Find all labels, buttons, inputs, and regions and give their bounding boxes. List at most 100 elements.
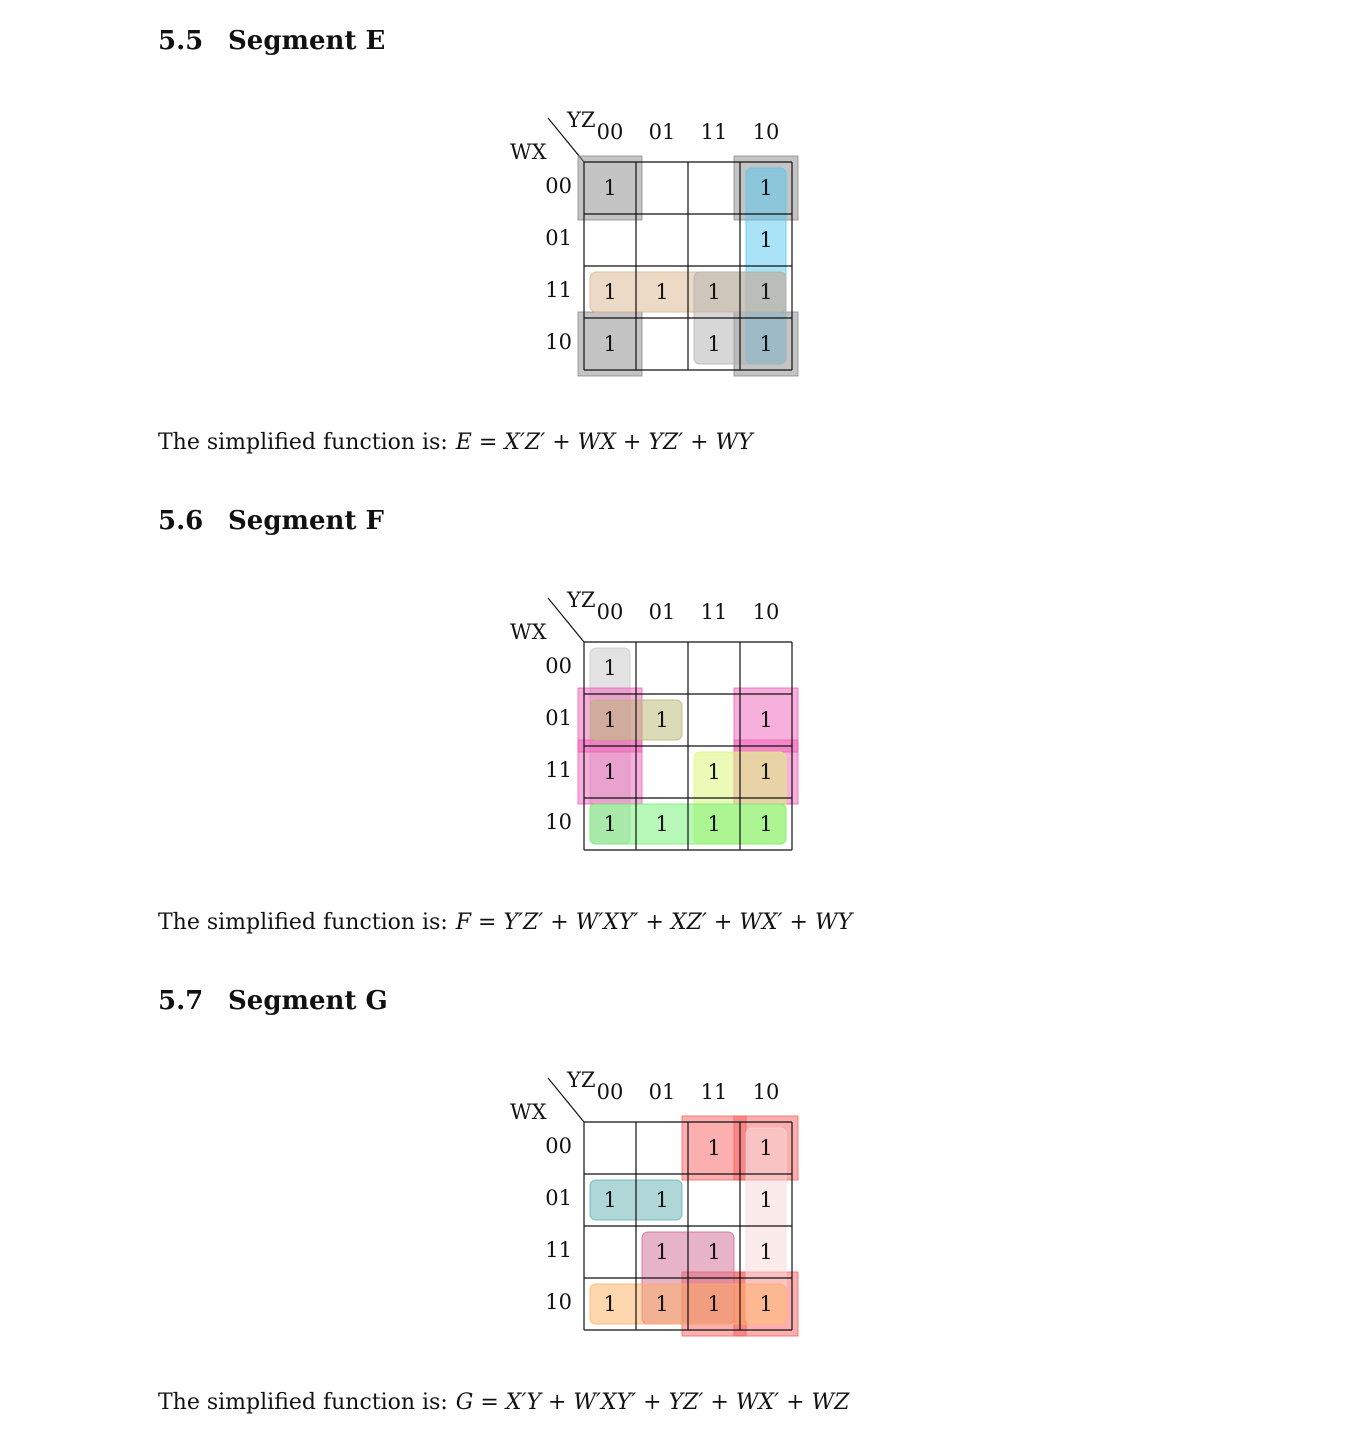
kmap-cell: 1 — [603, 812, 617, 836]
kmap-cell — [688, 214, 740, 266]
column-header: 10 — [752, 120, 780, 144]
kmap-cell: 1 — [759, 812, 773, 836]
row-variable-label: WX — [510, 140, 547, 164]
kmap-segment-g: YZ WX 00 01 11 10 00 01 11 10 1 1 1 1 1 1 1 1 1 1 1 1 — [500, 1068, 820, 1360]
kmap-cell: 1 — [603, 708, 617, 732]
result-prefix: The simplified function is: — [158, 1390, 448, 1415]
simplified-function-f: The simplified function is: F = Y′Z′ + W′… — [158, 910, 852, 935]
section-number: 5.6 — [158, 506, 204, 536]
kmap-cell — [584, 1226, 636, 1278]
kmap-graphics — [547, 597, 799, 851]
row-header: 10 — [545, 330, 572, 354]
result-expression: E = X′Z′ + WX + YZ′ + WY — [455, 430, 753, 455]
kmap-cell: 1 — [603, 280, 617, 304]
result-expression: F = Y′Z′ + W′XY′ + XZ′ + WX′ + WY — [455, 910, 853, 935]
kmap-cell: 1 — [759, 708, 773, 732]
kmap-cell — [688, 642, 740, 694]
section-heading-5-5: 5.5 Segment E — [158, 26, 385, 56]
kmap-cell: 1 — [759, 280, 773, 304]
kmap-cell — [584, 214, 636, 266]
column-header: 01 — [648, 120, 676, 144]
column-header: 00 — [596, 1080, 624, 1104]
kmap-group-1-part-2 — [577, 739, 643, 805]
kmap-cell: 1 — [759, 332, 773, 356]
column-header: 11 — [700, 120, 728, 144]
kmap-cell — [636, 162, 688, 214]
kmap-cell: 1 — [655, 1240, 669, 1264]
kmap-graphics — [547, 1077, 799, 1337]
kmap-cell — [636, 1122, 688, 1174]
kmap-cell — [688, 1174, 740, 1226]
row-header: 01 — [545, 706, 572, 730]
kmap-cell — [688, 694, 740, 746]
kmap-cell: 1 — [603, 656, 617, 680]
kmap-cell: 1 — [655, 1188, 669, 1212]
row-header: 11 — [545, 278, 572, 302]
column-header: 10 — [752, 600, 780, 624]
column-header: 11 — [700, 1080, 728, 1104]
kmap-cell: 1 — [707, 332, 721, 356]
kmap-cell: 1 — [655, 1292, 669, 1316]
kmap-cell: 1 — [759, 1188, 773, 1212]
column-header: 00 — [596, 120, 624, 144]
kmap-cell: 1 — [603, 1188, 617, 1212]
row-variable-label: WX — [510, 1100, 547, 1124]
kmap-group-0-part-0 — [577, 155, 643, 221]
corner-diagonal — [547, 117, 585, 163]
kmap-graphics — [547, 117, 799, 377]
kmap-cell: 1 — [707, 280, 721, 304]
kmap-cell — [740, 642, 792, 694]
row-header: 11 — [545, 1238, 572, 1262]
kmap-cell: 1 — [759, 228, 773, 252]
kmap-cell — [636, 318, 688, 370]
column-header: 01 — [648, 1080, 676, 1104]
kmap-cell: 1 — [759, 1240, 773, 1264]
result-prefix: The simplified function is: — [158, 910, 448, 935]
kmap-cell — [636, 642, 688, 694]
section-title: Segment E — [228, 26, 386, 56]
kmap-cell — [636, 746, 688, 798]
kmap-cell — [584, 1122, 636, 1174]
row-header: 10 — [545, 1290, 572, 1314]
column-variable-label: YZ — [567, 1068, 596, 1092]
corner-diagonal — [547, 1077, 585, 1123]
row-header: 01 — [545, 1186, 572, 1210]
kmap-cell: 1 — [655, 708, 669, 732]
row-header: 01 — [545, 226, 572, 250]
column-variable-label: YZ — [567, 108, 596, 132]
result-prefix: The simplified function is: — [158, 430, 448, 455]
result-expression: G = X′Y + W′XY′ + YZ′ + WX′ + WZ — [455, 1390, 850, 1415]
kmap-cell: 1 — [603, 176, 617, 200]
column-header: 01 — [648, 600, 676, 624]
section-title: Segment F — [228, 506, 384, 536]
kmap-segment-e: YZ WX 00 01 11 10 00 01 11 10 1 1 1 1 1 1 1 1 1 1 — [500, 108, 820, 400]
column-variable-label: YZ — [567, 588, 596, 612]
corner-diagonal — [547, 597, 585, 643]
kmap-cell: 1 — [707, 760, 721, 784]
kmap-cell: 1 — [759, 176, 773, 200]
kmap-cell: 1 — [603, 760, 617, 784]
kmap-cell: 1 — [707, 1292, 721, 1316]
section-title: Segment G — [228, 986, 388, 1016]
simplified-function-e: The simplified function is: E = X′Z′ + WX… — [158, 430, 753, 455]
section-heading-5-6: 5.6 Segment F — [158, 506, 384, 536]
kmap-cell: 1 — [603, 1292, 617, 1316]
kmap-cell: 1 — [759, 1136, 773, 1160]
kmap-cell: 1 — [759, 1292, 773, 1316]
kmap-cell: 1 — [603, 332, 617, 356]
column-header: 00 — [596, 600, 624, 624]
kmap-cell: 1 — [707, 1240, 721, 1264]
kmap-cell: 1 — [759, 760, 773, 784]
simplified-function-g: The simplified function is: G = X′Y + W′X… — [158, 1390, 849, 1415]
row-header: 11 — [545, 758, 572, 782]
row-header: 00 — [545, 1134, 572, 1158]
column-header: 10 — [752, 1080, 780, 1104]
row-header: 00 — [545, 174, 572, 198]
section-number: 5.5 — [158, 26, 204, 56]
row-variable-label: WX — [510, 620, 547, 644]
kmap-cell: 1 — [707, 1136, 721, 1160]
column-header: 11 — [700, 600, 728, 624]
kmap-cell: 1 — [707, 812, 721, 836]
kmap-cell — [688, 162, 740, 214]
section-heading-5-7: 5.7 Segment G — [158, 986, 388, 1016]
